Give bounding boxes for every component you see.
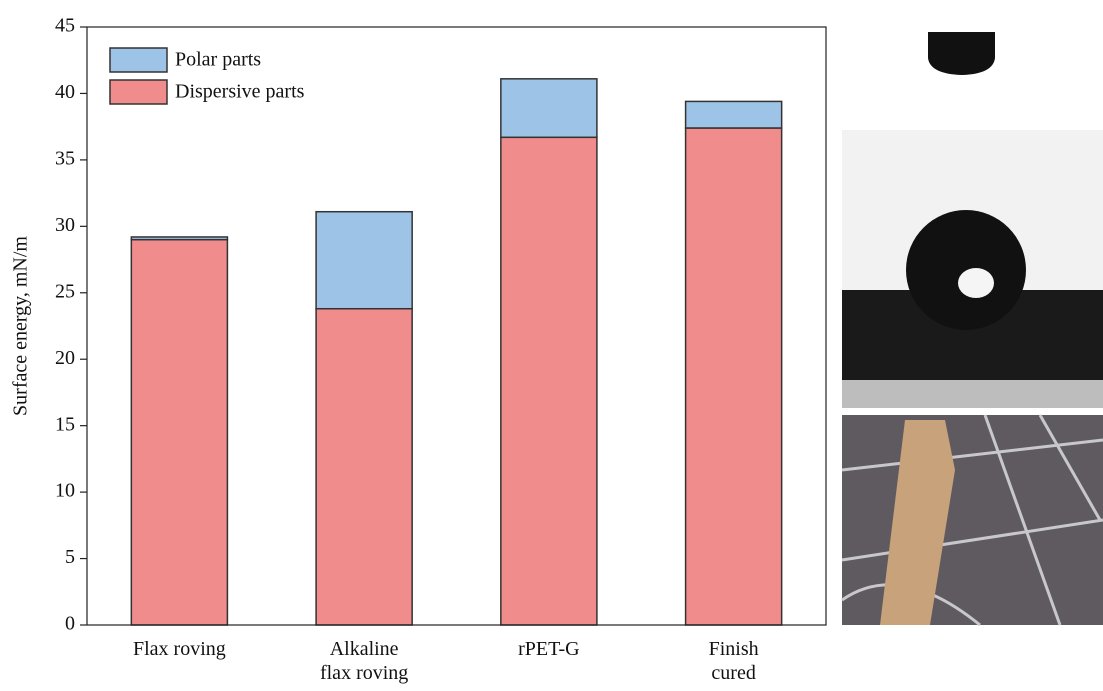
droplet [906,210,1026,330]
y-tick-label: 0 [65,613,75,635]
legend-label: Dispersive parts [175,81,305,103]
legend-swatch [110,48,167,72]
page: Surface energy, mN/m 0 5 10 15 20 25 30 35 40 45 P… [0,0,1103,691]
y-tick-label: 40 [55,81,75,103]
y-axis-label: Surface energy, mN/m [10,236,32,416]
photos [842,32,1103,625]
photo-floor [842,380,1103,408]
bar-segment [686,101,782,128]
fiber-photo [842,415,1103,625]
x-tick-label: Flax roving [99,637,259,661]
x-tick-label: Alkaline flax roving [284,637,444,685]
bar-segment [316,212,412,309]
legend-label: Polar parts [175,49,261,71]
y-tick-label: 5 [65,546,75,568]
y-tick-label: 20 [55,347,75,369]
y-tick-label: 30 [55,214,75,236]
chart: Surface energy, mN/m 0 5 10 15 20 25 30 35 40 45 P… [0,0,1103,691]
y-tick-label: 10 [55,480,75,502]
x-tick-label: Finish cured [654,637,814,685]
needle-tip [928,32,995,75]
x-tick-label: rPET-G [469,637,629,661]
bar-segment [131,240,227,625]
legend-swatch [110,80,167,104]
bar-segment [686,128,782,625]
bar-segment [501,79,597,137]
y-tick-label: 15 [55,413,75,435]
bar-segment [131,237,227,240]
y-tick-label: 35 [55,147,75,169]
bar-segment [501,137,597,625]
y-tick-label: 45 [55,15,75,37]
y-tick-label: 25 [55,280,75,302]
bar-segment [316,309,412,625]
droplet-highlight [958,268,994,298]
